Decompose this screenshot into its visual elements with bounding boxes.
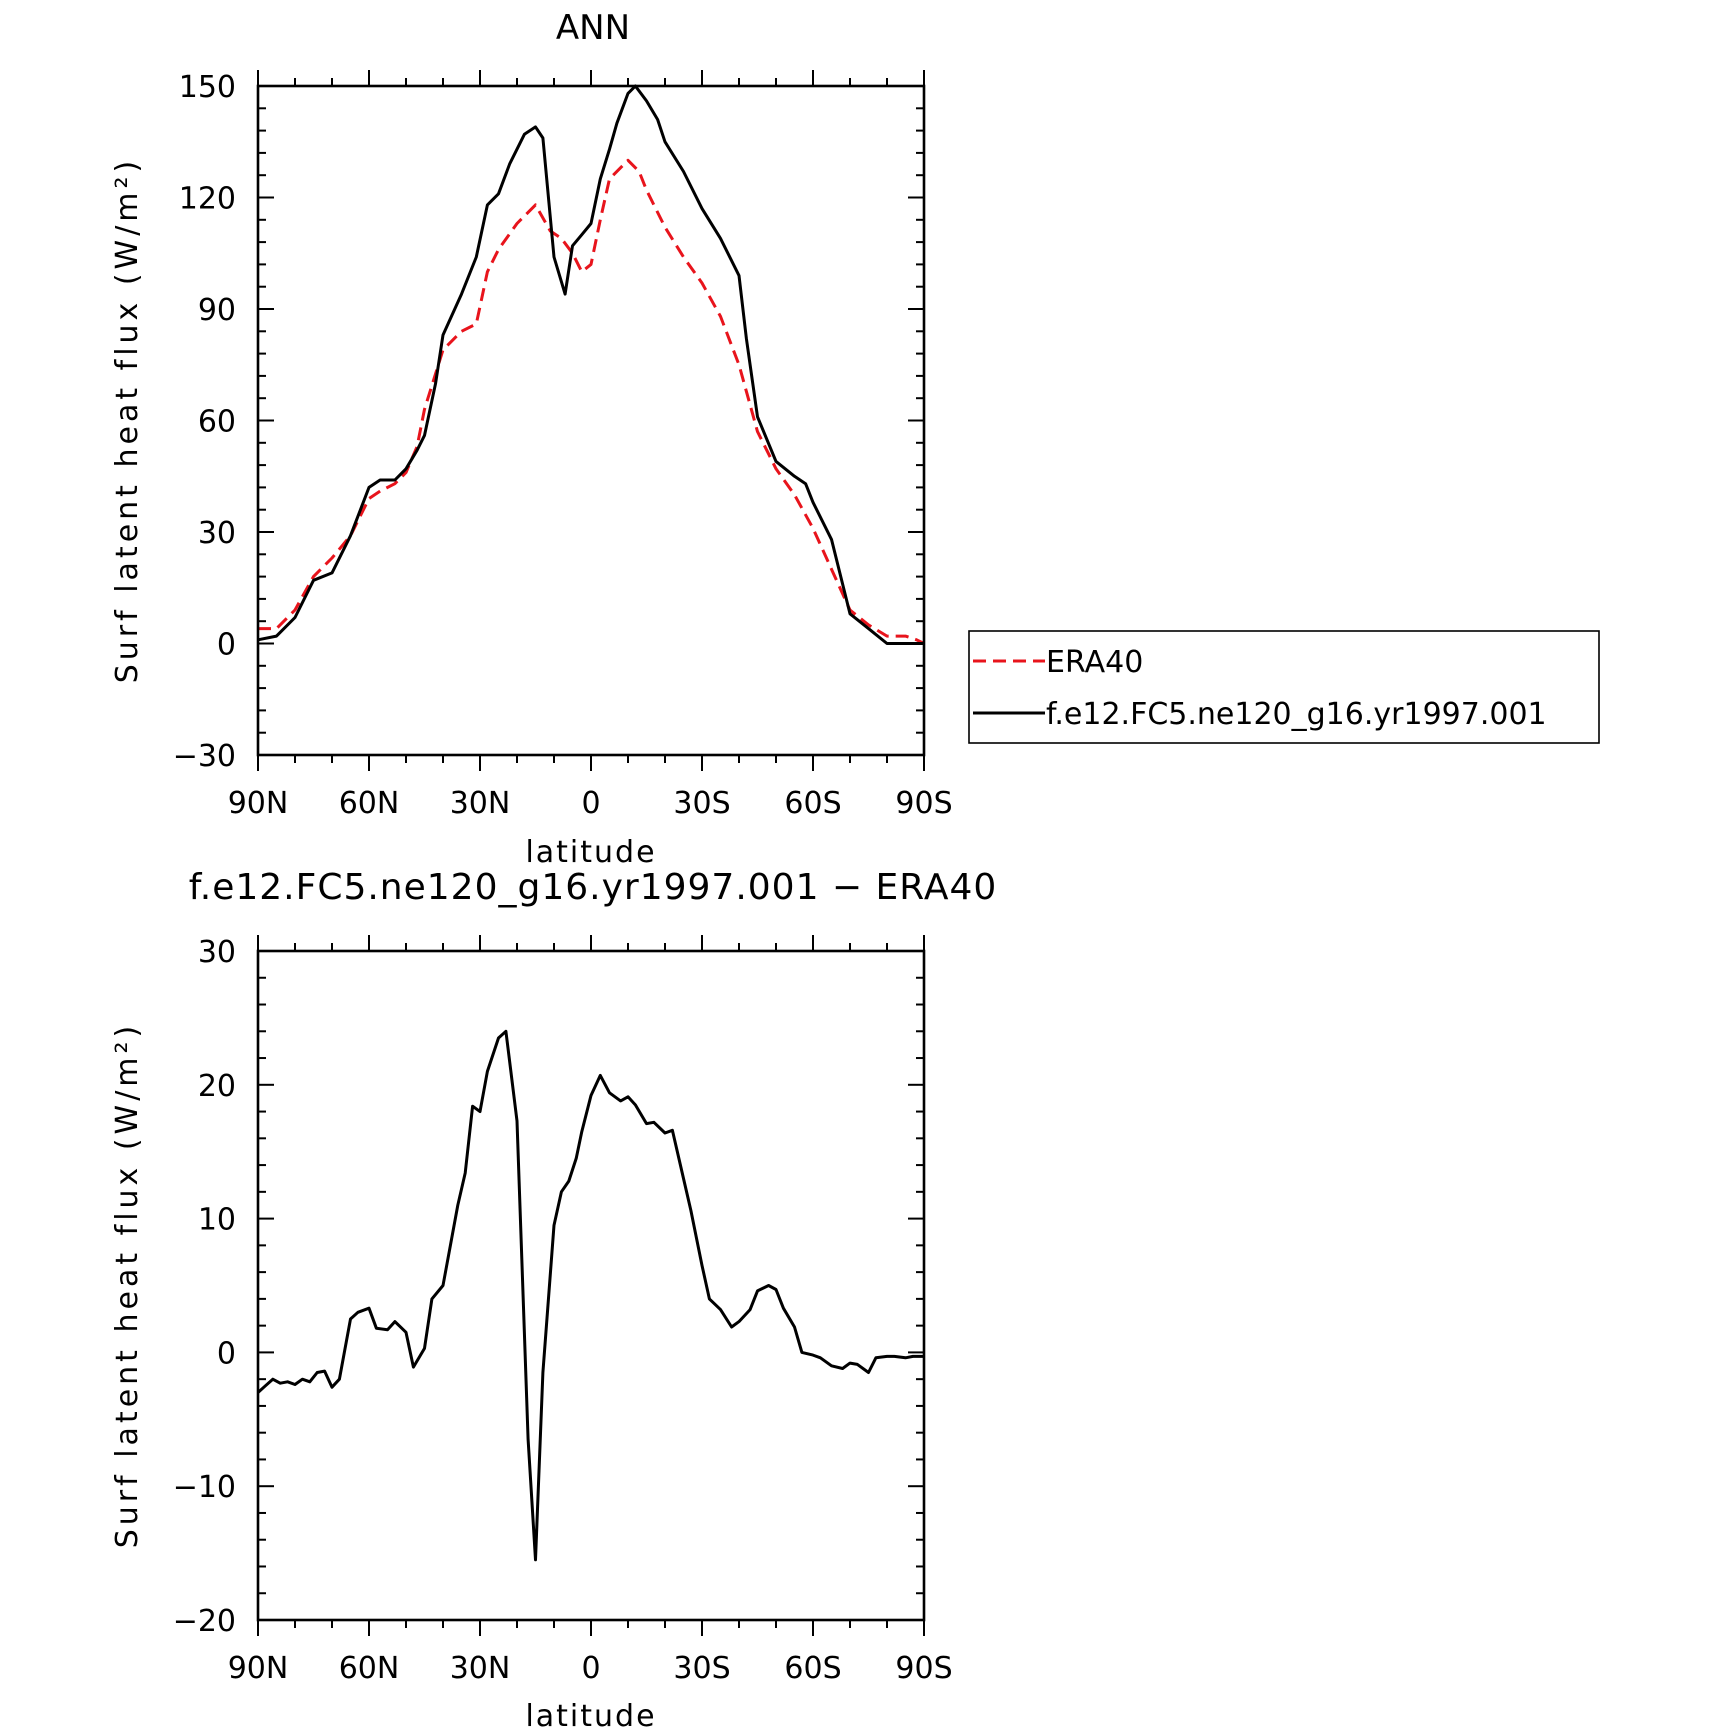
panel-2-plot: −20 −10 0 10 20 30 90N 60N 30N 0 30S 60S 90S bbox=[173, 935, 953, 1686]
x-tick-label: 90N bbox=[228, 1651, 289, 1686]
panel-2-frame bbox=[256, 949, 926, 1622]
x-tick-label: 30S bbox=[673, 786, 730, 821]
y-tick-label: 60 bbox=[198, 405, 236, 440]
y-tick-label: 20 bbox=[198, 1069, 236, 1104]
legend-label-model: f.e12.FC5.ne120_g16.yr1997.001 bbox=[1046, 697, 1547, 732]
x-tick-label: 30S bbox=[673, 1651, 730, 1686]
y-tick-label: −10 bbox=[173, 1470, 236, 1505]
difference-line bbox=[256, 1029, 924, 1562]
y-tick-label: −30 bbox=[173, 739, 236, 774]
x-tick-label: 0 bbox=[581, 786, 600, 821]
y-tick-label: 0 bbox=[217, 1336, 236, 1371]
x-tick-label: 0 bbox=[581, 1651, 600, 1686]
legend-box bbox=[968, 630, 1600, 744]
legend-label-era40: ERA40 bbox=[1046, 645, 1143, 680]
panel-2-ylabel: Surf latent heat flux (W/m²) bbox=[110, 1022, 145, 1549]
y-tick-label: 30 bbox=[198, 516, 236, 551]
x-tick-label: 60S bbox=[784, 786, 841, 821]
series-line-0 bbox=[258, 158, 925, 645]
panel-1-title: ANN bbox=[556, 8, 630, 48]
series-line-1 bbox=[257, 84, 924, 645]
x-tick-label: 60N bbox=[339, 1651, 400, 1686]
panel-difference: f.e12.FC5.ne120_g16.yr1997.001 − ERA40 −… bbox=[110, 867, 998, 1734]
panel-1-plot: −30 0 30 60 90 120 150 90N 60N 30N 0 30S 60S 90S bbox=[173, 70, 953, 821]
x-tick-label: 60S bbox=[784, 1651, 841, 1686]
panel-1-xlabel: latitude bbox=[525, 835, 656, 870]
x-tick-label: 30N bbox=[450, 786, 511, 821]
y-tick-label: 0 bbox=[217, 628, 236, 663]
y-tick-label: 150 bbox=[179, 70, 236, 105]
x-tick-label: 90N bbox=[228, 786, 289, 821]
panel-2-title: f.e12.FC5.ne120_g16.yr1997.001 − ERA40 bbox=[189, 867, 998, 908]
y-tick-label: 10 bbox=[198, 1203, 236, 1238]
y-tick-label: 90 bbox=[198, 293, 236, 328]
y-tick-label: 30 bbox=[198, 935, 236, 970]
panel-1-legend: ERA40 f.e12.FC5.ne120_g16.yr1997.001 bbox=[968, 630, 1600, 744]
y-tick-label: −20 bbox=[173, 1604, 236, 1639]
x-tick-label: 90S bbox=[895, 786, 952, 821]
panel-2-xlabel: latitude bbox=[525, 1699, 656, 1734]
y-tick-label: 120 bbox=[179, 182, 236, 217]
panel-1-ylabel: Surf latent heat flux (W/m²) bbox=[110, 157, 145, 684]
x-tick-label: 90S bbox=[895, 1651, 952, 1686]
x-tick-label: 60N bbox=[339, 786, 400, 821]
panel-1-frame bbox=[256, 84, 926, 757]
x-tick-label: 30N bbox=[450, 1651, 511, 1686]
